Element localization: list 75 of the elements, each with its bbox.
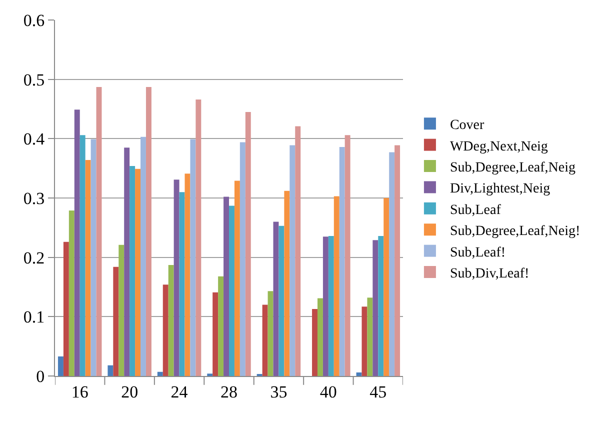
bar [394, 145, 400, 376]
y-tick-label: 0.4 [23, 130, 46, 149]
bar [218, 276, 224, 376]
y-tick-label: 0.6 [23, 10, 45, 30]
legend-label: Cover [450, 118, 485, 134]
bar [328, 236, 334, 376]
bar [58, 356, 64, 376]
bar [317, 298, 323, 376]
x-tick-label: 24 [170, 382, 188, 402]
bar [124, 148, 130, 376]
bar [322, 236, 328, 376]
bar [96, 87, 102, 376]
bar [278, 226, 284, 376]
bar [184, 174, 190, 376]
legend-label: Sub,Degree,Leaf,Neig [450, 160, 576, 176]
bar [63, 242, 69, 376]
bar [334, 196, 340, 376]
legend-label: Sub,Div,Leaf! [450, 266, 530, 282]
bar [240, 142, 246, 376]
bar [90, 139, 96, 376]
bar [234, 180, 240, 376]
x-tick-label: 45 [370, 382, 387, 402]
x-tick-label: 28 [220, 382, 238, 402]
bar [367, 298, 373, 376]
bar [168, 265, 174, 376]
bar [268, 291, 274, 376]
bar [362, 306, 368, 376]
bar [68, 210, 74, 376]
bar [196, 100, 202, 376]
legend-label: WDeg,Next,Neig [450, 139, 548, 154]
x-tick-label: 35 [270, 382, 288, 402]
bar [179, 192, 185, 376]
x-tick-label: 40 [320, 382, 337, 402]
bar [130, 166, 136, 376]
bar [146, 87, 152, 376]
bar [339, 146, 345, 376]
bar [140, 136, 146, 376]
x-tick-label: 16 [71, 382, 88, 402]
y-tick-label: 0.1 [23, 308, 45, 327]
bar [135, 168, 141, 376]
bar [174, 180, 180, 376]
y-tick-label: 0.5 [23, 70, 45, 90]
y-tick-label: 0.2 [23, 248, 45, 268]
bar [162, 284, 168, 376]
bar [372, 240, 378, 376]
legend-label: Sub,Leaf [450, 202, 502, 218]
bar [85, 160, 91, 376]
bar [113, 266, 119, 376]
bar [118, 244, 124, 376]
bar [384, 198, 390, 376]
legend-label: Div,Lightest,Neig [450, 182, 550, 197]
bar [284, 190, 290, 376]
bar [273, 222, 279, 376]
x-tick-label: 20 [121, 382, 138, 402]
y-tick-label: 0.3 [23, 188, 45, 208]
bar [229, 206, 234, 376]
legend-label: Sub,Degree,Leaf,Neig! [450, 224, 580, 240]
bar [378, 236, 384, 376]
bar [74, 110, 80, 376]
bar [80, 135, 86, 376]
bar [344, 135, 350, 376]
bar [157, 372, 163, 376]
bar [108, 365, 114, 376]
bar [389, 152, 395, 376]
bar [262, 304, 268, 376]
bar [212, 292, 218, 376]
bar [245, 112, 251, 376]
bar [224, 196, 229, 376]
bar [290, 145, 296, 376]
bar [312, 308, 318, 376]
y-tick-label: 0 [36, 366, 45, 386]
bar [356, 372, 362, 376]
bar [295, 126, 301, 376]
legend-label: Sub,Leaf! [450, 245, 506, 260]
bar [190, 139, 196, 376]
